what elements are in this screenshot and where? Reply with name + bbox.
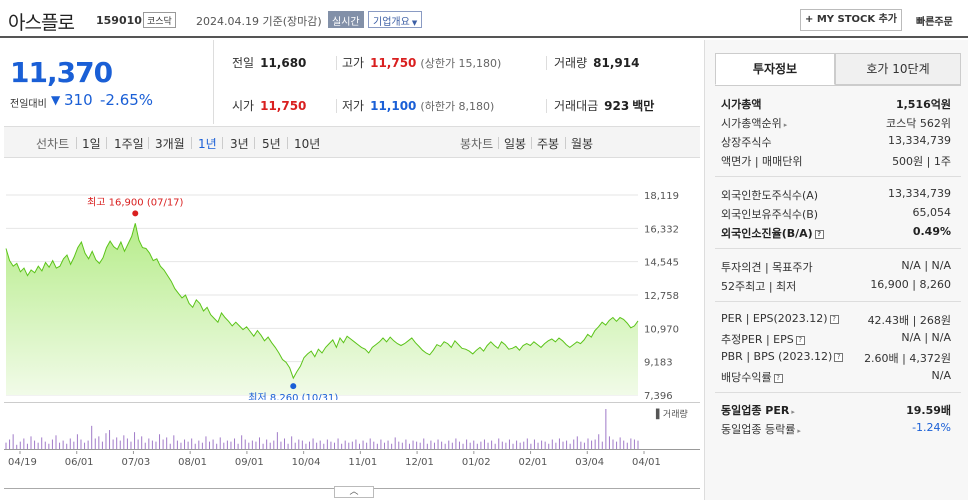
info-icon[interactable]: ? [834,352,844,362]
change-percent: -2.65% [100,91,154,109]
low-label: 최저 8,260 (10/31) [248,392,338,400]
high-label: 최고 16,900 (07/17) [87,196,183,208]
price-line [5,223,639,380]
foreign-hold-row: 외국인보유주식수(B) 65,054 [721,206,951,221]
y-tick-label: 7,396 [644,391,673,400]
y-tick-label: 10,970 [644,324,679,335]
y-tick-label: 9,183 [644,358,673,369]
stock-code: 159010 [96,14,142,27]
x-tick-label: 02/01 [519,457,548,468]
x-tick-label: 04/19 [8,457,37,468]
x-tick-label: 03/04 [575,457,604,468]
candle-chart-label: 봉차트 [460,137,494,151]
info-icon[interactable]: ? [829,314,839,324]
current-price: 11,370 [10,56,113,89]
x-tick-label: 06/01 [65,457,94,468]
high-marker [132,210,139,217]
company-overview-button[interactable]: 기업개요 ▼ [368,11,423,28]
change-label: 전일대비 [10,99,47,110]
period-3y[interactable]: 3년 [230,137,249,151]
52week-row: 52주최고 | 최저 16,900 | 8,260 [721,278,951,293]
quote-grid: 전일 11,680 고가 11,750 (상한가 15,180) 거래량 81,914 … [214,40,700,124]
period-1d[interactable]: 1일 [82,137,101,151]
info-icon[interactable]: ? [795,335,805,345]
est-per-row: 추정PER | EPS? N/A | N/A [721,331,951,346]
period-1y[interactable]: 1년 [198,137,217,151]
low-marker [290,383,297,390]
x-tick-label: 04/01 [632,457,661,468]
period-1w[interactable]: 1주일 [114,137,144,151]
cap-rank-row[interactable]: 시가총액순위 ▸ 코스닥 562위 [721,117,951,130]
foreign-ratio-row: 외국인소진율(B/A)? 0.49% [721,225,951,240]
arrow-right-icon: ▸ [797,427,801,435]
stock-header: 아스플로 159010 코스닥 2024.04.19 기준(장마감) 실시간 기… [0,0,968,38]
prev-close: 전일 11,680 [232,56,307,70]
dropdown-icon: ▼ [411,19,418,27]
pbr-row: PBR | BPS (2023.12)? 2.60배 | 4,372원 [721,350,951,365]
price-chart-svg: 18,119 16,332 14,545 12,758 10,970 9,183 7,396… [5,191,679,404]
volume-label: ▌거래량 [655,408,688,420]
per-row: PER | EPS(2023.12)? 42.43배 | 268원 [721,312,951,327]
x-tick-label: 12/01 [405,457,434,468]
plus-icon: + [804,14,817,25]
foreign-limit-row: 외국인한도주식수(A) 13,334,739 [721,187,951,202]
price-area [6,223,638,395]
low-price: 저가 11,100 (하한가 8,180) [342,99,495,113]
volume-chart: ▌거래량 [4,402,700,450]
change-value: 310 [64,91,93,109]
tab-investment-info[interactable]: 투자정보 [715,53,835,85]
stock-name: 아스플로 [8,12,75,34]
y-tick-label: 18,119 [644,191,679,202]
y-tick-label: 14,545 [644,258,679,269]
period-3m[interactable]: 3개월 [155,137,185,151]
tab-orderbook[interactable]: 호가 10단계 [835,53,961,85]
opinion-row: 투자의견 | 목표주가 N/A | N/A [721,259,951,274]
market-cap-row: 시가총액 1,516억원 [721,98,951,111]
chevron-up-icon: ︿ [349,487,359,497]
period-10y[interactable]: 10년 [294,137,321,151]
add-my-stock-button[interactable]: + MY STOCK 추가 [800,9,902,31]
arrow-right-icon: ▸ [783,121,788,129]
y-tick-label: 16,332 [644,224,679,235]
x-tick-label: 01/02 [462,457,491,468]
high-price: 고가 11,750 (상한가 15,180) [342,56,502,70]
investment-info-panel: 투자정보 호가 10단계 시가총액 1,516억원 시가총액순위 ▸ 코스닥 562위… [704,40,968,500]
open-price: 시가 11,750 [232,99,307,113]
candle-monthly[interactable]: 월봉 [571,137,594,151]
candle-daily[interactable]: 일봉 [504,137,527,151]
candle-weekly[interactable]: 주봉 [537,137,560,151]
face-value-row: 액면가 | 매매단위 500원 | 1주 [721,155,951,168]
shares-row: 상장주식수 13,334,739 [721,134,951,149]
x-tick-label: 09/01 [235,457,264,468]
quick-order-button[interactable]: 빠른주문 [916,17,953,28]
dividend-row: 배당수익률? N/A [721,369,951,384]
x-tick-label: 07/03 [121,457,150,468]
volume: 거래량 81,914 [554,56,640,70]
line-chart-label: 선차트 [36,137,70,151]
market-badge: 코스닥 [143,12,176,28]
y-tick-label: 12,758 [644,291,679,302]
x-tick-label: 10/04 [292,457,321,468]
x-axis: 04/19 06/01 07/03 08/01 09/01 10/04 11/01 12/01… [8,451,661,468]
collapse-button[interactable]: ︿ [334,486,374,498]
price-panel: 11,370 전일대비 ▼ 310 -2.65% [0,40,214,124]
period-bar: 선차트 1일 1주일 3개월 1년 3년 5년 10년 봉차트 일봉 주봉 월봉 [4,126,700,158]
period-5y[interactable]: 5년 [262,137,281,151]
arrow-right-icon: ▸ [791,408,795,416]
realtime-button[interactable]: 실시간 [328,11,364,28]
trade-amount: 거래대금 923 백만 [554,99,655,113]
x-tick-label: 11/01 [348,457,377,468]
industry-rate-row[interactable]: 동일업종 등락률 ▸ -1.24% [721,421,951,436]
price-chart[interactable]: 18,119 16,332 14,545 12,758 10,970 9,183 7,396… [4,182,700,404]
down-arrow-icon: ▼ [51,93,61,107]
industry-per-row[interactable]: 동일업종 PER ▸ 19.59배 [721,404,951,417]
info-icon[interactable]: ? [814,229,824,239]
volume-chart-svg: ▌거래량 [5,408,688,449]
date-text: 2024.04.19 기준(장마감) [196,15,322,28]
x-tick-label: 08/01 [178,457,207,468]
info-icon[interactable]: ? [773,373,783,383]
